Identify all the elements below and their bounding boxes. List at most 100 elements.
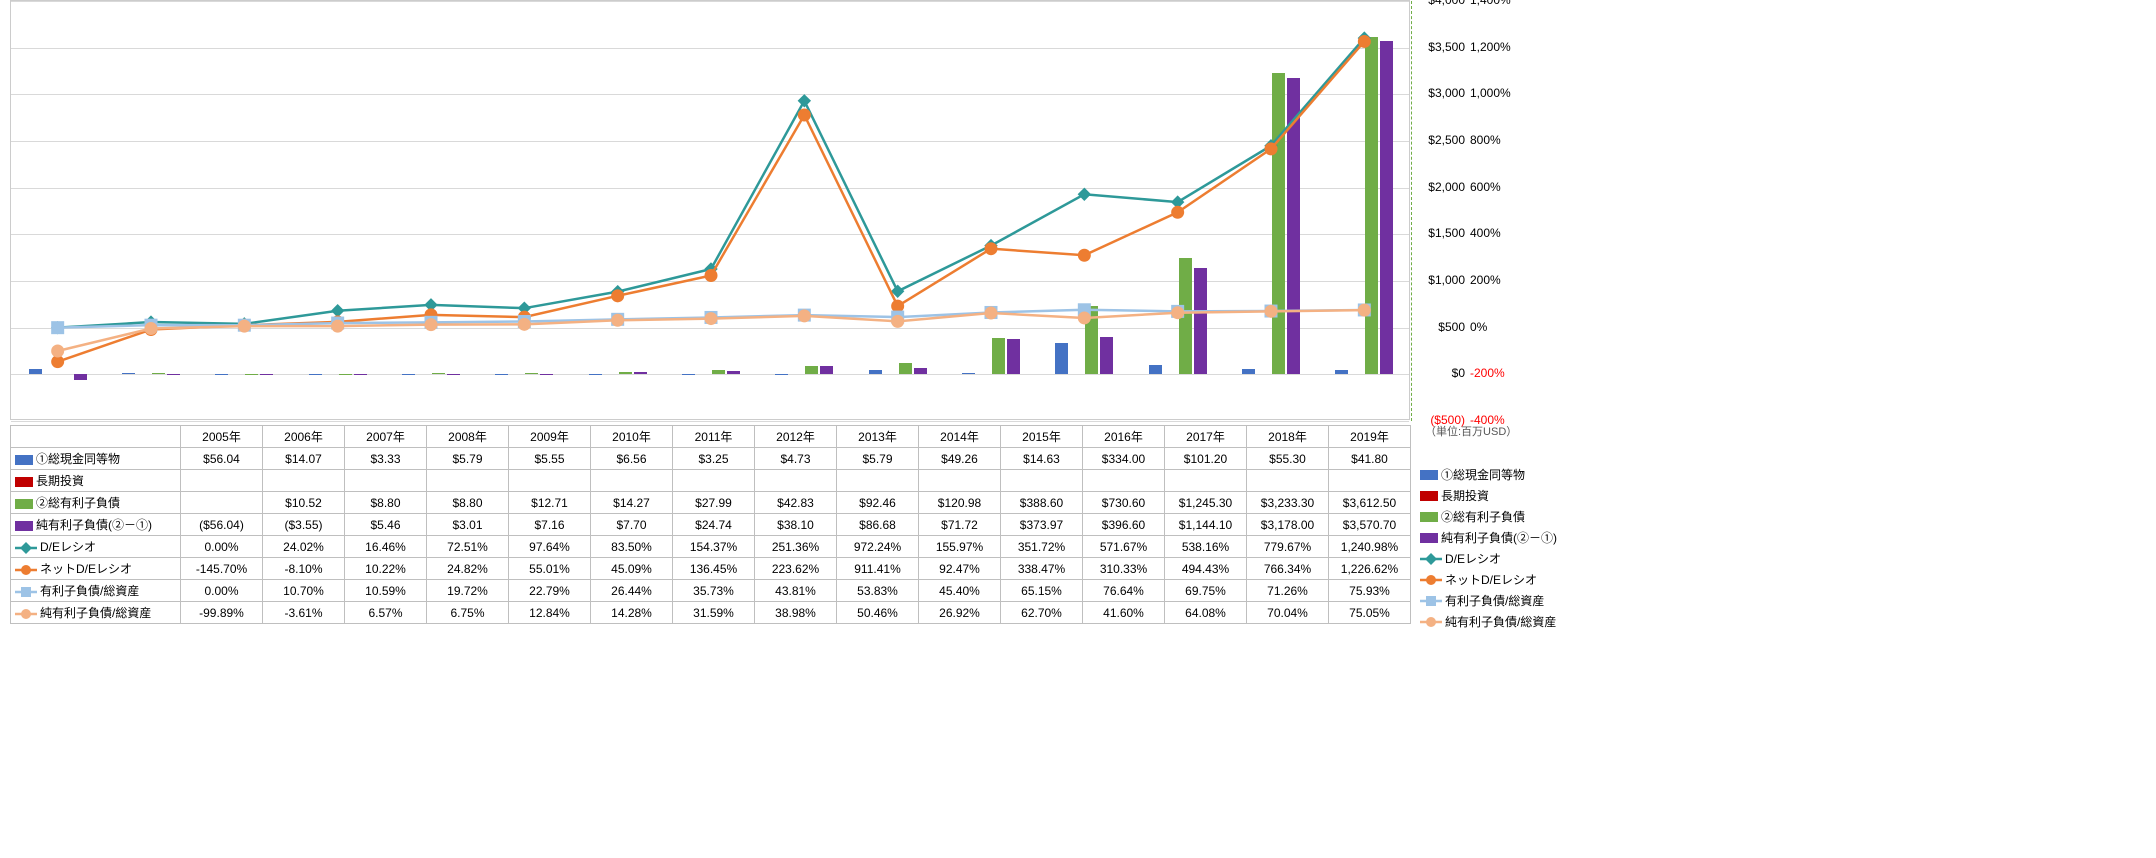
primary-tick: $2,000	[1428, 180, 1465, 194]
cell: $730.60	[1083, 492, 1165, 514]
year-header: 2013年	[837, 426, 919, 448]
table-row: D/Eレシオ0.00%24.02%16.46%72.51%97.64%83.50…	[11, 536, 1411, 558]
cell: 911.41%	[837, 558, 919, 580]
combo-chart: ($500)$0$500$1,000$1,500$2,000$2,500$3,0…	[0, 0, 2156, 858]
year-header: 2015年	[1001, 426, 1083, 448]
cell: 223.62%	[755, 558, 837, 580]
cell: 310.33%	[1083, 558, 1165, 580]
cell: $38.10	[755, 514, 837, 536]
cell: 64.08%	[1165, 602, 1247, 624]
cell: 83.50%	[591, 536, 673, 558]
primary-tick: $3,500	[1428, 40, 1465, 54]
cell: $5.46	[345, 514, 427, 536]
row-label-debtasset: 有利子負債/総資産	[11, 580, 181, 602]
cell: 70.04%	[1247, 602, 1329, 624]
cell: $3,233.30	[1247, 492, 1329, 514]
cell: 50.46%	[837, 602, 919, 624]
cell: $1,144.10	[1165, 514, 1247, 536]
cell: 41.60%	[1083, 602, 1165, 624]
cell: $27.99	[673, 492, 755, 514]
row-label-de: D/Eレシオ	[11, 536, 181, 558]
secondary-tick: 1,000%	[1470, 86, 1511, 100]
legend-label: 長期投資	[1441, 485, 1489, 507]
legend-label: ②総有利子負債	[1441, 506, 1525, 528]
cell: 338.47%	[1001, 558, 1083, 580]
data-table: 2005年2006年2007年2008年2009年2010年2011年2012年…	[10, 425, 1411, 624]
cell	[919, 470, 1001, 492]
year-header: 2018年	[1247, 426, 1329, 448]
secondary-tick: 400%	[1470, 226, 1501, 240]
cell: 10.59%	[345, 580, 427, 602]
table-row: 長期投資	[11, 470, 1411, 492]
table-row: 純有利子負債/総資産-99.89%-3.61%6.57%6.75%12.84%1…	[11, 602, 1411, 624]
primary-tick: $2,500	[1428, 133, 1465, 147]
cell: 10.70%	[263, 580, 345, 602]
legend-label: 純有利子負債/総資産	[1445, 611, 1556, 633]
row-label-ltinv: 長期投資	[11, 470, 181, 492]
cell: $101.20	[1165, 448, 1247, 470]
cell: 12.84%	[509, 602, 591, 624]
legend-item-netdebtasset: 純有利子負債/総資産	[1420, 611, 1557, 632]
cell: 19.72%	[427, 580, 509, 602]
row-label-netdebtasset: 純有利子負債/総資産	[11, 602, 181, 624]
unit-label: （単位:百万USD）	[1425, 423, 1517, 439]
cell: 251.36%	[755, 536, 837, 558]
cell: 154.37%	[673, 536, 755, 558]
cell: 0.00%	[181, 536, 263, 558]
cell: $5.55	[509, 448, 591, 470]
legend-label: D/Eレシオ	[1445, 548, 1501, 570]
cell: 31.59%	[673, 602, 755, 624]
cell: $10.52	[263, 492, 345, 514]
cell: 766.34%	[1247, 558, 1329, 580]
cell: 69.75%	[1165, 580, 1247, 602]
year-header: 2008年	[427, 426, 509, 448]
cell	[509, 470, 591, 492]
cell: 14.28%	[591, 602, 673, 624]
cell: $3,178.00	[1247, 514, 1329, 536]
cell: $1,245.30	[1165, 492, 1247, 514]
cell: 71.26%	[1247, 580, 1329, 602]
row-label-debt: ②総有利子負債	[11, 492, 181, 514]
year-header: 2012年	[755, 426, 837, 448]
cell	[1247, 470, 1329, 492]
cell	[181, 492, 263, 514]
lines-layer	[11, 1, 1409, 419]
cell: $56.04	[181, 448, 263, 470]
cell	[345, 470, 427, 492]
cell: $14.27	[591, 492, 673, 514]
primary-tick: $3,000	[1428, 86, 1465, 100]
year-header: 2019年	[1329, 426, 1411, 448]
cell	[263, 470, 345, 492]
cell	[1001, 470, 1083, 492]
cell: 1,226.62%	[1329, 558, 1411, 580]
secondary-tick: 800%	[1470, 133, 1501, 147]
cell: 494.43%	[1165, 558, 1247, 580]
cell: 22.79%	[509, 580, 591, 602]
row-label-cash: ①総現金同等物	[11, 448, 181, 470]
cell: $8.80	[427, 492, 509, 514]
primary-tick: $1,000	[1428, 273, 1465, 287]
cell: 571.67%	[1083, 536, 1165, 558]
legend-item-netde: ネットD/Eレシオ	[1420, 569, 1557, 590]
year-header: 2006年	[263, 426, 345, 448]
cell	[755, 470, 837, 492]
secondary-tick: 200%	[1470, 273, 1501, 287]
secondary-tick: 1,400%	[1470, 0, 1511, 7]
legend-label: ①総現金同等物	[1441, 464, 1525, 486]
cell: $3,570.70	[1329, 514, 1411, 536]
row-label-netdebt: 純有利子負債(②－①)	[11, 514, 181, 536]
legend-item-ltinv: 長期投資	[1420, 485, 1557, 506]
legend-item-de: D/Eレシオ	[1420, 548, 1557, 569]
cell: -145.70%	[181, 558, 263, 580]
cell	[673, 470, 755, 492]
cell: 6.57%	[345, 602, 427, 624]
cell: -99.89%	[181, 602, 263, 624]
cell: 779.67%	[1247, 536, 1329, 558]
cell: $5.79	[837, 448, 919, 470]
cell: $8.80	[345, 492, 427, 514]
cell: $4.73	[755, 448, 837, 470]
secondary-y-axis: -400%-200%0%200%400%600%800%1,000%1,200%…	[1470, 0, 1525, 420]
cell: $12.71	[509, 492, 591, 514]
cell: $3,612.50	[1329, 492, 1411, 514]
cell: 10.22%	[345, 558, 427, 580]
